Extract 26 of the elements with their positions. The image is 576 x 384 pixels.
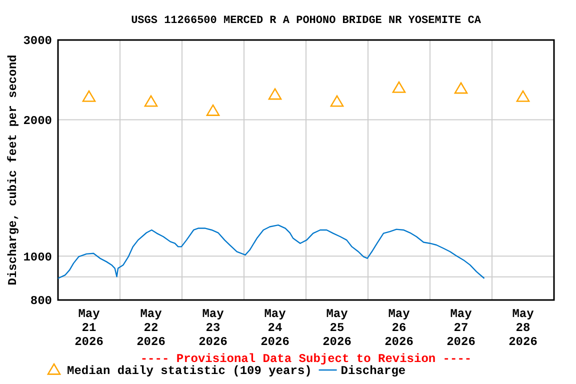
chart-title: USGS 11266500 MERCED R A POHONO BRIDGE NR YOSEMITE CA	[131, 15, 482, 27]
point	[206, 104, 220, 116]
x-tick-label: May 24 2026	[260, 307, 290, 349]
legend-label: Discharge	[340, 364, 406, 378]
line-series	[57, 224, 485, 279]
point	[330, 95, 344, 107]
point	[392, 81, 406, 93]
y-tick-label: 1000	[23, 250, 52, 264]
point	[516, 90, 530, 102]
text: ---- Provisional Data Subject to Revision ----	[140, 352, 472, 366]
x-tick-label: May 26 2026	[384, 307, 414, 349]
x-tick-label: May 25 2026	[322, 307, 352, 349]
y-tick-label: 800	[30, 294, 52, 308]
point	[82, 90, 96, 102]
x-tick-label: May 21 2026	[74, 307, 104, 349]
y-tick-label: 2000	[23, 114, 52, 128]
y-axis-title: Discharge, cubic feet per second	[6, 54, 20, 286]
point	[268, 88, 282, 100]
legend-label: Median daily statistic (109 years)	[67, 364, 312, 378]
x-tick-label: May 28 2026	[508, 307, 538, 349]
x-tick-label: May 22 2026	[136, 307, 166, 349]
x-tick-label: May 23 2026	[198, 307, 228, 349]
point	[454, 82, 468, 94]
x-tick-label: May 27 2026	[446, 307, 476, 349]
point	[144, 95, 158, 107]
y-tick-label: 3000	[23, 34, 52, 48]
